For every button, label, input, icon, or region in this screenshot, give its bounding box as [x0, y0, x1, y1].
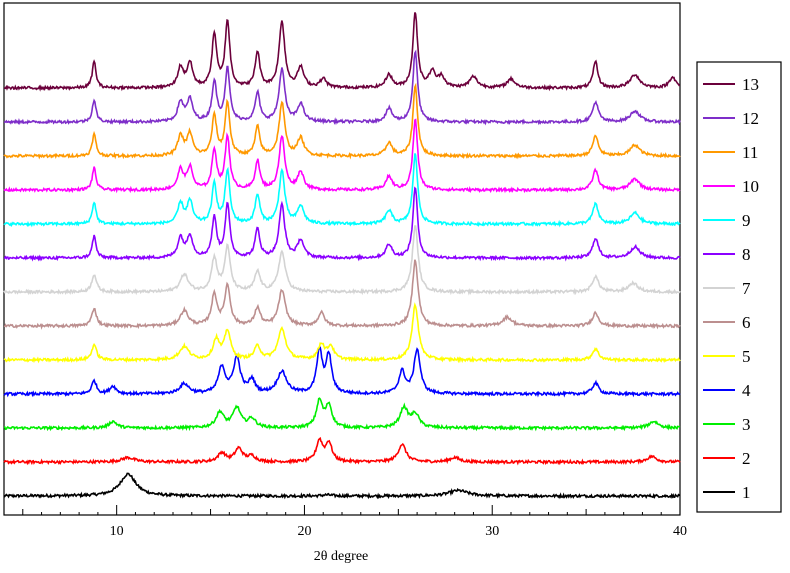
series-line-12	[3, 49, 681, 126]
series-layer	[3, 12, 681, 500]
x-tick-label: 40	[673, 524, 687, 539]
series-line-10	[3, 118, 681, 194]
legend-label-7: 7	[742, 279, 751, 298]
legend-label-1: 1	[742, 483, 751, 502]
legend-label-12: 12	[742, 109, 759, 128]
series-line-2	[3, 436, 681, 466]
legend-label-3: 3	[742, 415, 751, 434]
x-axis-label: 2θ degree	[314, 549, 369, 564]
series-line-8	[3, 186, 681, 262]
x-tick-label: 30	[485, 524, 499, 539]
series-line-4	[3, 346, 681, 398]
legend-entries: 13 12 11 10 9 8 7 6 5 4 3 2 1	[703, 75, 759, 502]
x-tick-label: 10	[110, 524, 124, 539]
series-line-6	[3, 259, 681, 330]
series-line-3	[3, 397, 681, 432]
x-tick-label: 20	[297, 524, 311, 539]
legend-label-11: 11	[742, 143, 758, 162]
x-axis: 10 20 30 40	[3, 505, 687, 539]
legend-label-5: 5	[742, 347, 751, 366]
series-line-7	[3, 225, 681, 296]
legend-label-10: 10	[742, 177, 759, 196]
series-line-9	[3, 153, 681, 228]
series-line-11	[3, 82, 681, 160]
legend-label-9: 9	[742, 211, 751, 230]
series-line-1	[3, 472, 681, 500]
legend-label-6: 6	[742, 313, 751, 332]
legend-label-13: 13	[742, 75, 759, 94]
series-line-5	[3, 302, 681, 364]
legend-label-8: 8	[742, 245, 751, 264]
legend-label-4: 4	[742, 381, 751, 400]
legend-label-2: 2	[742, 449, 751, 468]
series-line-13	[3, 12, 680, 92]
